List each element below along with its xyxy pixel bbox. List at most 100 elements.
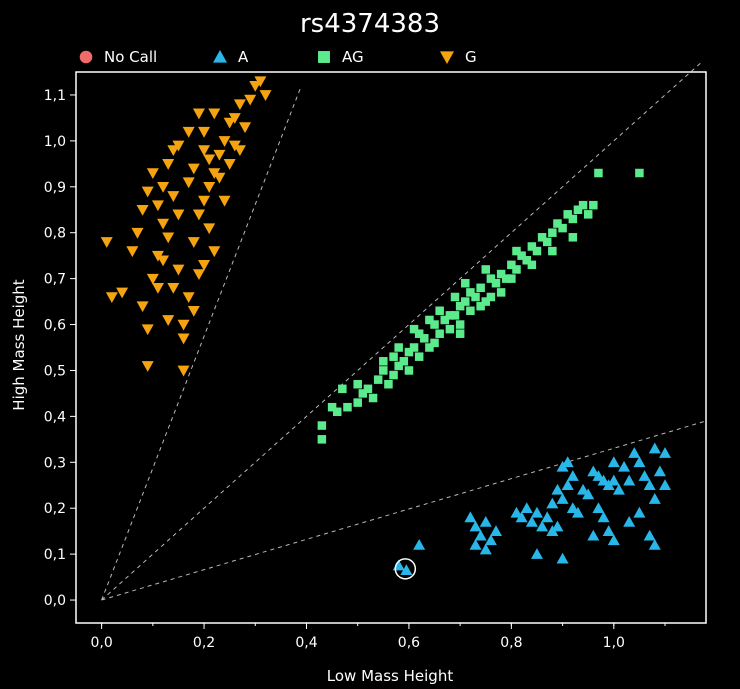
data-point-g <box>172 264 185 276</box>
legend-marker-g <box>440 51 454 64</box>
data-point-a <box>571 506 584 518</box>
data-point-a <box>556 493 569 504</box>
data-point-g <box>208 246 221 258</box>
data-point-ag <box>414 352 424 361</box>
data-point-a <box>536 520 549 532</box>
data-point-g <box>167 191 180 202</box>
data-point-ag <box>568 233 578 242</box>
highlight-ring <box>394 558 417 580</box>
boundary-line-3 <box>101 420 707 601</box>
data-point-ag <box>583 210 593 219</box>
data-point-a <box>659 479 672 491</box>
data-point-g <box>105 292 118 303</box>
y-tick-label: 1,1 <box>44 88 66 104</box>
data-point-ag <box>548 228 557 237</box>
data-point-g <box>141 324 154 336</box>
data-point-ag <box>466 306 475 316</box>
data-point-a <box>525 515 538 527</box>
data-point-g <box>182 126 195 138</box>
data-point-g <box>187 237 200 248</box>
data-point-ag <box>338 384 347 394</box>
cluster-boundaries <box>101 62 707 601</box>
data-point-g <box>223 117 236 129</box>
data-point-ag <box>573 205 583 214</box>
data-point-a <box>607 534 620 546</box>
legend-label-a: A <box>238 48 249 66</box>
data-point-a <box>602 525 615 536</box>
data-point-g <box>177 319 190 331</box>
x-tick-label: 0,2 <box>193 635 215 651</box>
data-point-ag <box>404 347 414 357</box>
data-point-ag <box>486 292 496 302</box>
data-point-g <box>136 301 149 313</box>
data-point-g <box>167 145 180 157</box>
data-point-a <box>515 511 528 523</box>
data-point-a <box>623 515 636 527</box>
y-tick-label: 0,4 <box>44 409 66 425</box>
legend-marker-ag <box>318 51 330 63</box>
data-point-ag <box>358 389 368 398</box>
data-point-ag <box>394 343 403 352</box>
data-point-g <box>192 209 205 221</box>
data-point-ag <box>379 366 388 375</box>
data-point-g <box>213 149 226 161</box>
data-point-ag <box>481 297 491 306</box>
data-point-g <box>100 237 113 248</box>
data-point-g <box>259 90 272 101</box>
data-point-ag <box>399 357 409 366</box>
data-point-ag <box>476 283 485 293</box>
data-point-a <box>587 465 600 477</box>
data-point-a <box>546 497 559 509</box>
data-point-g <box>177 365 190 377</box>
data-point-ag <box>445 311 455 320</box>
x-axis: 0,0 0,2 0,4 0,6 0,8 1,0 <box>90 623 666 651</box>
data-point-g <box>203 223 216 235</box>
data-point-a <box>612 483 625 495</box>
data-point-ag <box>507 274 516 283</box>
y-axis-label: High Mass Height <box>10 279 28 410</box>
data-point-g <box>172 140 185 152</box>
data-point-ag <box>512 246 521 256</box>
data-point-a <box>484 534 497 546</box>
data-point-a <box>592 502 605 514</box>
data-point-g <box>162 315 175 326</box>
data-point-a <box>607 456 620 468</box>
data-point-g <box>218 136 231 147</box>
data-point-a <box>474 529 487 541</box>
data-point-ag <box>491 278 501 288</box>
data-point-a <box>530 506 543 518</box>
legend-label-ag: AG <box>342 48 364 66</box>
data-point-ag <box>461 297 470 306</box>
data-point-g <box>208 108 221 120</box>
data-point-ag <box>486 274 496 283</box>
data-point-g <box>151 200 164 212</box>
data-point-ag <box>537 233 547 242</box>
x-tick-label: 0,0 <box>90 635 112 651</box>
legend-marker-no-call <box>79 50 93 64</box>
data-point-a <box>633 506 646 518</box>
data-point-a <box>659 447 672 458</box>
data-points <box>100 76 672 580</box>
data-point-ag <box>507 260 516 270</box>
data-point-a <box>510 506 523 518</box>
data-point-a <box>618 460 631 472</box>
data-point-ag <box>578 200 588 210</box>
data-point-a <box>490 525 502 536</box>
data-point-a <box>469 520 482 532</box>
data-point-g <box>136 204 149 216</box>
data-point-g <box>151 283 164 294</box>
data-point-ag <box>409 343 419 352</box>
data-point-ag <box>343 402 352 412</box>
data-point-a <box>587 529 600 541</box>
data-point-ag <box>409 324 419 334</box>
plot-frame <box>75 71 707 624</box>
y-tick-label: 0,6 <box>44 318 66 334</box>
data-point-ag <box>455 301 465 311</box>
y-tick-label: 1,0 <box>44 134 66 150</box>
data-point-a <box>623 474 636 486</box>
y-tick-label: 0,7 <box>44 272 66 288</box>
x-tick-label: 0,6 <box>398 635 420 651</box>
data-point-ag <box>430 320 439 329</box>
data-point-ag <box>501 274 511 283</box>
